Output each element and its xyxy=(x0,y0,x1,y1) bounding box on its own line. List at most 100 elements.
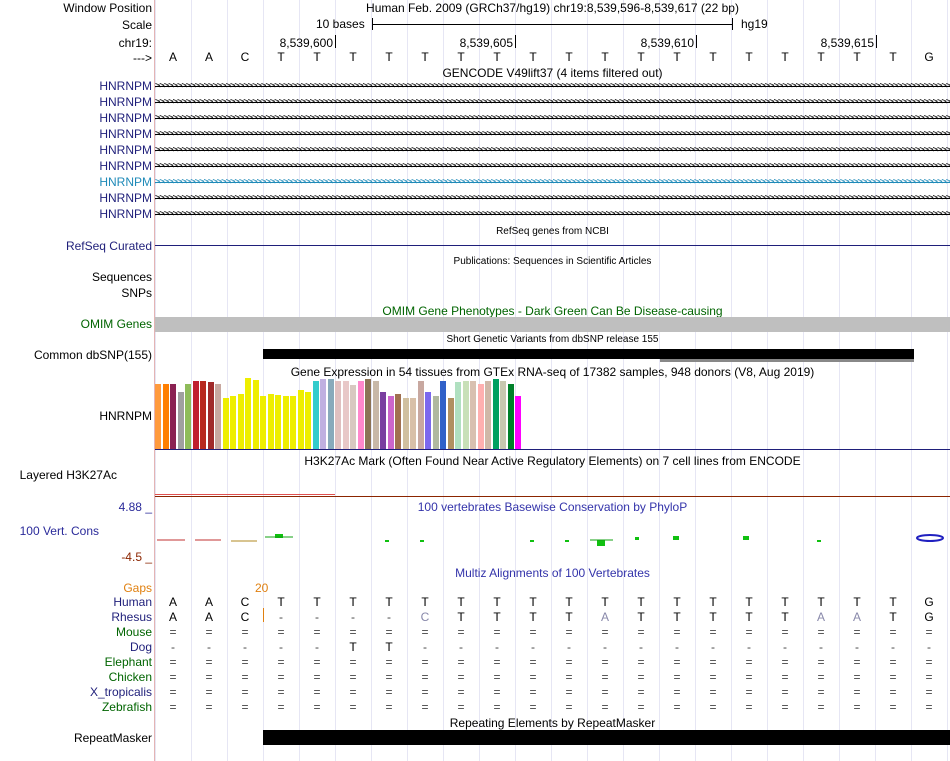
gene-transcript[interactable]: >>>>>>>>>>>>>>>>>>>>>>>>>>>>>>>>>>>>>>>>… xyxy=(155,129,950,140)
gtex-tissue-bar[interactable] xyxy=(477,384,484,449)
gene-transcript[interactable]: >>>>>>>>>>>>>>>>>>>>>>>>>>>>>>>>>>>>>>>>… xyxy=(155,145,950,156)
gtex-tissue-bar[interactable] xyxy=(200,381,206,449)
gtex-tissue-bar[interactable] xyxy=(380,392,386,449)
gtex-tissue-bar[interactable] xyxy=(312,381,319,449)
gtex-tissue-bar[interactable] xyxy=(500,381,506,449)
species-label[interactable]: Dog xyxy=(129,640,152,654)
repeatmasker-label[interactable]: RepeatMasker xyxy=(73,731,152,745)
gtex-tissue-bar[interactable] xyxy=(387,396,394,449)
publications-title[interactable]: Publications: Sequences in Scientific Ar… xyxy=(453,256,652,267)
gencode-title[interactable]: GENCODE V49lift37 (4 items filtered out) xyxy=(442,66,663,80)
gtex-tissue-bar[interactable] xyxy=(447,398,454,449)
phylop-title[interactable]: 100 vertebrates Basewise Conservation by… xyxy=(417,500,688,514)
gtex-tissue-bar[interactable] xyxy=(320,379,326,449)
gene-label[interactable]: HNRNPM xyxy=(99,143,152,157)
repeatmasker-title[interactable]: Repeating Elements by RepeatMasker xyxy=(449,716,656,730)
dbsnp-variant-grey[interactable] xyxy=(660,357,914,362)
gtex-tissue-bar[interactable] xyxy=(305,392,311,449)
species-label[interactable]: Human xyxy=(113,595,152,609)
snps-label[interactable]: SNPs xyxy=(121,286,152,300)
gtex-tissue-bar[interactable] xyxy=(177,392,184,449)
gtex-tissue-bar[interactable] xyxy=(192,381,199,449)
h3k27ac-title[interactable]: H3K27Ac Mark (Often Found Near Active Re… xyxy=(304,454,801,468)
species-label[interactable]: Zebrafish xyxy=(101,700,152,714)
track-area[interactable]: Human Feb. 2009 (GRCh37/hg19) chr19:8,53… xyxy=(155,0,950,761)
h3k27ac-label[interactable]: Layered H3K27Ac xyxy=(19,468,117,482)
species-label[interactable]: Elephant xyxy=(104,655,152,669)
gene-transcript[interactable]: >>>>>>>>>>>>>>>>>>>>>>>>>>>>>>>>>>>>>>>>… xyxy=(155,161,950,172)
phylop-signal[interactable] xyxy=(155,528,950,558)
gtex-tissue-bar[interactable] xyxy=(267,394,274,449)
gene-label[interactable]: HNRNPM xyxy=(99,95,152,109)
gtex-tissue-bar[interactable] xyxy=(432,396,439,449)
gtex-tissue-bar[interactable] xyxy=(455,382,461,449)
species-label[interactable]: Mouse xyxy=(115,625,152,639)
gtex-tissue-bar[interactable] xyxy=(282,396,289,449)
phylop-label[interactable]: 100 Vert. Cons xyxy=(19,524,99,538)
gtex-tissue-bar[interactable] xyxy=(515,396,521,449)
gene-label[interactable]: HNRNPM xyxy=(99,207,152,221)
gene-transcript[interactable]: >>>>>>>>>>>>>>>>>>>>>>>>>>>>>>>>>>>>>>>>… xyxy=(155,177,950,188)
refseq-title[interactable]: RefSeq genes from NCBI xyxy=(496,226,609,237)
gene-transcript[interactable]: >>>>>>>>>>>>>>>>>>>>>>>>>>>>>>>>>>>>>>>>… xyxy=(155,193,950,204)
gtex-tissue-bar[interactable] xyxy=(222,398,229,449)
gtex-title[interactable]: Gene Expression in 54 tissues from GTEx … xyxy=(290,365,815,379)
gtex-tissue-bar[interactable] xyxy=(417,381,424,449)
gene-label[interactable]: HNRNPM xyxy=(99,111,152,125)
gtex-tissue-bar[interactable] xyxy=(207,382,214,449)
gene-transcript[interactable]: >>>>>>>>>>>>>>>>>>>>>>>>>>>>>>>>>>>>>>>>… xyxy=(155,97,950,108)
gtex-tissue-bar[interactable] xyxy=(260,396,266,449)
omim-label[interactable]: OMIM Genes xyxy=(80,317,152,331)
gtex-tissue-bar[interactable] xyxy=(507,384,514,449)
gtex-tissue-bar[interactable] xyxy=(230,396,236,449)
gtex-tissue-bar[interactable] xyxy=(350,385,356,449)
gtex-tissue-bar[interactable] xyxy=(155,384,161,449)
gtex-tissue-bar[interactable] xyxy=(342,381,349,449)
gtex-tissue-bar[interactable] xyxy=(327,379,334,449)
gene-transcript[interactable]: >>>>>>>>>>>>>>>>>>>>>>>>>>>>>>>>>>>>>>>>… xyxy=(155,209,950,220)
refseq-gene-line[interactable] xyxy=(155,245,950,246)
gtex-tissue-bar[interactable] xyxy=(290,396,296,449)
gtex-tissue-bar[interactable] xyxy=(485,381,491,449)
omim-title[interactable]: OMIM Gene Phenotypes - Dark Green Can Be… xyxy=(382,304,723,318)
gtex-tissue-bar[interactable] xyxy=(252,380,259,449)
species-label[interactable]: X_tropicalis xyxy=(89,685,152,699)
gene-transcript[interactable]: >>>>>>>>>>>>>>>>>>>>>>>>>>>>>>>>>>>>>>>>… xyxy=(155,113,950,124)
dbsnp-title[interactable]: Short Genetic Variants from dbSNP releas… xyxy=(446,334,659,345)
sequences-label[interactable]: Sequences xyxy=(91,270,152,284)
gtex-tissue-bar[interactable] xyxy=(425,392,431,449)
gtex-tissue-bar[interactable] xyxy=(372,381,379,449)
gtex-tissue-bars[interactable] xyxy=(155,378,950,449)
refseq-label[interactable]: RefSeq Curated xyxy=(65,239,152,253)
strand-label[interactable]: ---> xyxy=(133,51,152,65)
gene-transcript[interactable]: >>>>>>>>>>>>>>>>>>>>>>>>>>>>>>>>>>>>>>>>… xyxy=(155,81,950,92)
gtex-tissue-bar[interactable] xyxy=(297,390,304,449)
gtex-tissue-bar[interactable] xyxy=(357,381,364,449)
gtex-tissue-bar[interactable] xyxy=(335,381,341,449)
gtex-tissue-bar[interactable] xyxy=(245,378,251,449)
gtex-tissue-bar[interactable] xyxy=(185,384,191,449)
multiz-title[interactable]: Multiz Alignments of 100 Vertebrates xyxy=(455,566,650,580)
gene-label[interactable]: HNRNPM xyxy=(99,175,152,189)
gtex-tissue-bar[interactable] xyxy=(275,395,281,449)
gene-label[interactable]: HNRNPM xyxy=(99,127,152,141)
gtex-tissue-bar[interactable] xyxy=(410,398,416,449)
gtex-tissue-bar[interactable] xyxy=(365,379,371,449)
species-label[interactable]: Rhesus xyxy=(111,610,152,624)
gtex-tissue-bar[interactable] xyxy=(462,381,469,449)
omim-feature-bar[interactable] xyxy=(155,317,950,332)
gene-label[interactable]: HNRNPM xyxy=(99,191,152,205)
gtex-tissue-bar[interactable] xyxy=(162,384,169,449)
gtex-tissue-bar[interactable] xyxy=(395,394,401,449)
gtex-tissue-bar[interactable] xyxy=(237,394,244,449)
gene-label[interactable]: HNRNPM xyxy=(99,79,152,93)
gtex-tissue-bar[interactable] xyxy=(492,379,499,449)
gtex-tissue-bar[interactable] xyxy=(215,384,221,449)
dbsnp-variant-black[interactable] xyxy=(263,349,914,359)
gtex-tissue-bar[interactable] xyxy=(440,381,446,449)
gene-label[interactable]: HNRNPM xyxy=(99,159,152,173)
species-label[interactable]: Chicken xyxy=(108,670,152,684)
gtex-tissue-bar[interactable] xyxy=(470,381,476,449)
gtex-tissue-bar[interactable] xyxy=(170,384,176,449)
dbsnp-label[interactable]: Common dbSNP(155) xyxy=(33,348,152,362)
